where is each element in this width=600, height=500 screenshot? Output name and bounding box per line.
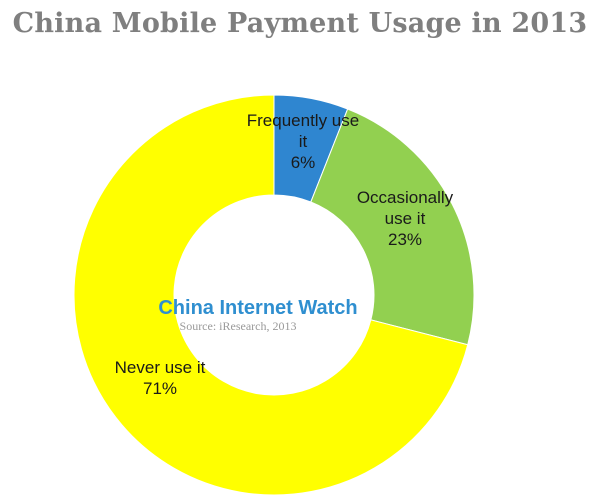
watermark-source: Source: iResearch, 2013 xyxy=(180,319,297,333)
watermark-brand: China Internet Watch xyxy=(158,297,357,319)
slice-label-never: Never use it 71% xyxy=(115,358,206,398)
donut-slice-occasionally xyxy=(310,108,475,346)
slice-label-line: 71% xyxy=(143,379,177,398)
slice-label-line: Never use it xyxy=(115,358,206,377)
watermark: China Internet Watch Source: iResearch, … xyxy=(158,297,357,333)
slice-label-line: use it xyxy=(385,209,426,228)
donut-slice-never xyxy=(73,94,469,496)
slice-labels: Frequently use it 6% Occasionally use it 23% N… xyxy=(115,111,454,398)
slice-label-line: it xyxy=(299,132,308,151)
slice-label-occasionally: Occasionally use it 23% xyxy=(357,188,454,249)
chart-title: China Mobile Payment Usage in 2013 xyxy=(12,8,588,39)
slice-label-line: Occasionally xyxy=(357,188,454,207)
slice-label-line: Frequently use xyxy=(247,111,359,130)
slice-label-line: 23% xyxy=(388,230,422,249)
donut-slices xyxy=(73,94,475,496)
slice-label-line: 6% xyxy=(291,153,316,172)
slice-label-frequently: Frequently use it 6% xyxy=(247,111,359,172)
